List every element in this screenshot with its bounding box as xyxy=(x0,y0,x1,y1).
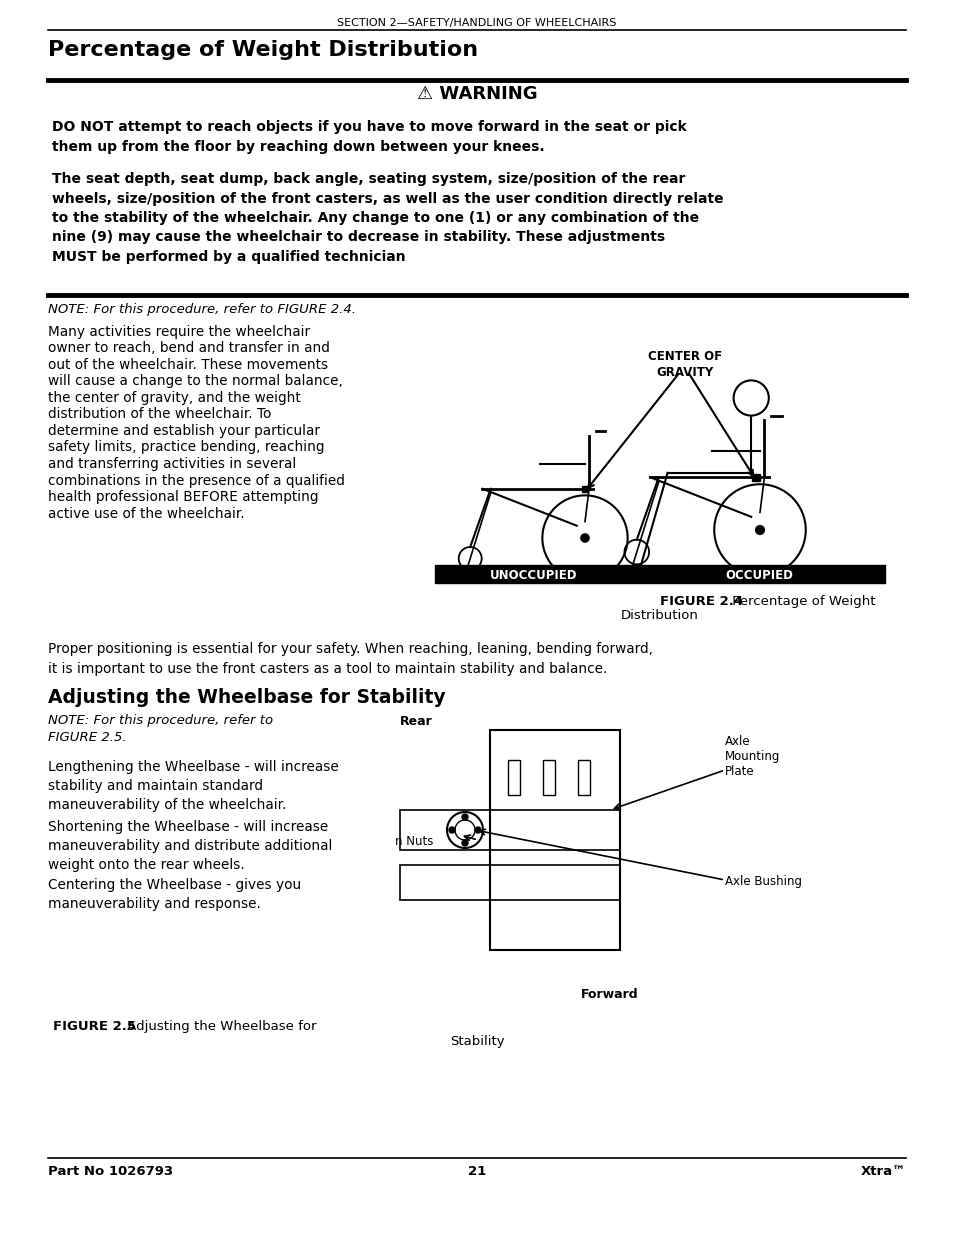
Text: out of the wheelchair. These movements: out of the wheelchair. These movements xyxy=(48,358,328,372)
Bar xyxy=(399,810,619,850)
Text: Rear: Rear xyxy=(399,715,433,727)
Text: Part No 1026793: Part No 1026793 xyxy=(48,1165,172,1178)
Text: safety limits, practice bending, reaching: safety limits, practice bending, reachin… xyxy=(48,441,324,454)
Circle shape xyxy=(475,827,480,832)
Text: OCCUPIED: OCCUPIED xyxy=(724,569,792,582)
Text: Lengthening the Wheelbase - will increase
stability and maintain standard
maneuv: Lengthening the Wheelbase - will increas… xyxy=(48,760,338,811)
Text: owner to reach, bend and transfer in and: owner to reach, bend and transfer in and xyxy=(48,342,330,356)
Text: CENTER OF
GRAVITY: CENTER OF GRAVITY xyxy=(647,350,721,379)
Text: and transferring activities in several: and transferring activities in several xyxy=(48,457,296,471)
Text: will cause a change to the normal balance,: will cause a change to the normal balanc… xyxy=(48,374,342,389)
Text: DO NOT attempt to reach objects if you have to move forward in the seat or pick
: DO NOT attempt to reach objects if you h… xyxy=(52,120,686,153)
Bar xyxy=(542,760,555,795)
Text: active use of the wheelchair.: active use of the wheelchair. xyxy=(48,506,244,520)
Text: Percentage of Weight Distribution: Percentage of Weight Distribution xyxy=(48,40,477,61)
Text: Forward: Forward xyxy=(580,988,639,1002)
Text: combinations in the presence of a qualified: combinations in the presence of a qualif… xyxy=(48,473,345,488)
Circle shape xyxy=(755,526,763,535)
Text: Stability: Stability xyxy=(449,1035,504,1049)
Text: distribution of the wheelchair. To: distribution of the wheelchair. To xyxy=(48,408,271,421)
Text: NOTE: For this procedure, refer to FIGURE 2.4.: NOTE: For this procedure, refer to FIGUR… xyxy=(48,303,355,316)
Text: The seat depth, seat dump, back angle, seating system, size/position of the rear: The seat depth, seat dump, back angle, s… xyxy=(52,172,723,264)
Text: Centering the Wheelbase - gives you
maneuverability and response.: Centering the Wheelbase - gives you mane… xyxy=(48,878,301,911)
Bar xyxy=(581,485,588,492)
Text: UNOCCUPIED: UNOCCUPIED xyxy=(490,569,578,582)
Bar xyxy=(578,760,589,795)
Bar xyxy=(507,760,519,795)
Text: FIGURE 2.5: FIGURE 2.5 xyxy=(53,1020,136,1032)
Text: Axle Bushing: Axle Bushing xyxy=(724,876,801,888)
Circle shape xyxy=(449,827,455,832)
Text: Xtra™: Xtra™ xyxy=(860,1165,905,1178)
Text: ⚠ WARNING: ⚠ WARNING xyxy=(416,85,537,103)
Text: Mounting: Mounting xyxy=(724,750,780,763)
Text: Adjusting the Wheelbase for Stability: Adjusting the Wheelbase for Stability xyxy=(48,688,445,706)
Bar xyxy=(752,474,759,480)
Text: Percentage of Weight: Percentage of Weight xyxy=(727,595,875,608)
Bar xyxy=(399,864,619,900)
Text: the center of gravity, and the weight: the center of gravity, and the weight xyxy=(48,391,300,405)
Circle shape xyxy=(461,814,468,820)
Text: 21: 21 xyxy=(467,1165,486,1178)
Text: Axle: Axle xyxy=(724,735,750,748)
Text: NOTE: For this procedure, refer to
FIGURE 2.5.: NOTE: For this procedure, refer to FIGUR… xyxy=(48,714,273,743)
Text: FIGURE 2.4: FIGURE 2.4 xyxy=(659,595,742,608)
Circle shape xyxy=(461,840,468,846)
Text: n Nuts: n Nuts xyxy=(395,835,433,848)
Text: Distribution: Distribution xyxy=(620,609,699,622)
Text: determine and establish your particular: determine and establish your particular xyxy=(48,424,319,438)
Bar xyxy=(490,730,619,950)
Text: Many activities require the wheelchair: Many activities require the wheelchair xyxy=(48,325,310,338)
Text: Plate: Plate xyxy=(724,764,754,778)
Text: SECTION 2—SAFETY/HANDLING OF WHEELCHAIRS: SECTION 2—SAFETY/HANDLING OF WHEELCHAIRS xyxy=(337,19,616,28)
Text: Adjusting the Wheelbase for: Adjusting the Wheelbase for xyxy=(123,1020,316,1032)
Text: Proper positioning is essential for your safety. When reaching, leaning, bending: Proper positioning is essential for your… xyxy=(48,642,652,676)
Circle shape xyxy=(580,534,589,542)
Text: health professional BEFORE attempting: health professional BEFORE attempting xyxy=(48,490,318,504)
Text: Shortening the Wheelbase - will increase
maneuverability and distribute addition: Shortening the Wheelbase - will increase… xyxy=(48,820,332,872)
